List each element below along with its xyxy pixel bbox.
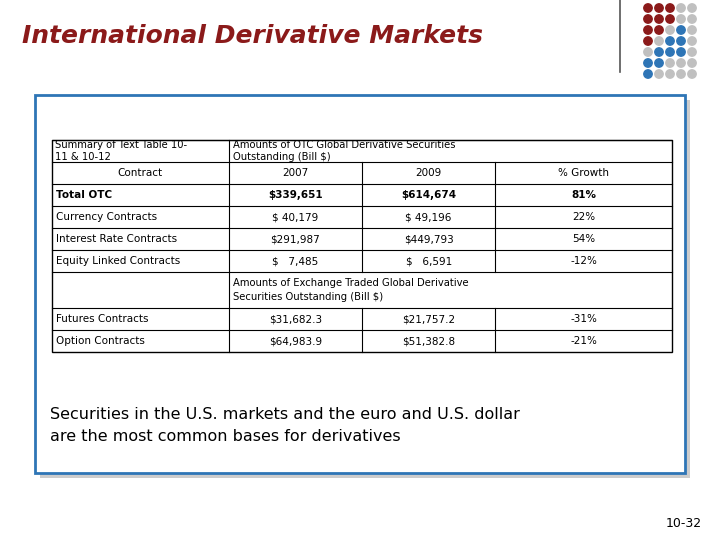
Circle shape (644, 70, 652, 78)
Circle shape (688, 26, 696, 34)
Circle shape (677, 37, 685, 45)
Circle shape (677, 70, 685, 78)
Circle shape (688, 59, 696, 67)
Text: Option Contracts: Option Contracts (56, 336, 145, 346)
Circle shape (654, 26, 663, 34)
Circle shape (666, 70, 674, 78)
Text: 22%: 22% (572, 212, 595, 222)
Text: $ 49,196: $ 49,196 (405, 212, 452, 222)
Text: Total OTC: Total OTC (56, 190, 112, 200)
Text: $291,987: $291,987 (271, 234, 320, 244)
Text: $449,793: $449,793 (404, 234, 454, 244)
Text: $51,382.8: $51,382.8 (402, 336, 455, 346)
Circle shape (666, 37, 674, 45)
Text: $339,651: $339,651 (268, 190, 323, 200)
Circle shape (654, 4, 663, 12)
Text: -31%: -31% (570, 314, 597, 324)
FancyBboxPatch shape (40, 100, 690, 478)
Text: % Growth: % Growth (558, 168, 609, 178)
Circle shape (688, 48, 696, 56)
Text: International Derivative Markets: International Derivative Markets (22, 24, 483, 48)
FancyBboxPatch shape (35, 95, 685, 473)
Text: $64,983.9: $64,983.9 (269, 336, 322, 346)
Circle shape (688, 15, 696, 23)
Circle shape (666, 26, 674, 34)
Text: $   6,591: $ 6,591 (405, 256, 451, 266)
Text: Amounts of Exchange Traded Global Derivative
Securities Outstanding (Bill $): Amounts of Exchange Traded Global Deriva… (233, 279, 468, 302)
Circle shape (666, 48, 674, 56)
Circle shape (654, 70, 663, 78)
Text: Equity Linked Contracts: Equity Linked Contracts (56, 256, 180, 266)
Circle shape (644, 15, 652, 23)
Bar (52, 140, 672, 352)
Circle shape (644, 4, 652, 12)
Text: 2009: 2009 (415, 168, 442, 178)
Circle shape (666, 4, 674, 12)
Circle shape (654, 15, 663, 23)
Circle shape (688, 37, 696, 45)
Circle shape (677, 15, 685, 23)
Text: Contract: Contract (118, 168, 163, 178)
Text: 10-32: 10-32 (666, 517, 702, 530)
Text: $21,757.2: $21,757.2 (402, 314, 455, 324)
Circle shape (677, 26, 685, 34)
Circle shape (644, 48, 652, 56)
Circle shape (644, 37, 652, 45)
Text: Currency Contracts: Currency Contracts (56, 212, 157, 222)
Text: 54%: 54% (572, 234, 595, 244)
Circle shape (677, 48, 685, 56)
Circle shape (654, 48, 663, 56)
Text: $   7,485: $ 7,485 (272, 256, 318, 266)
Text: Interest Rate Contracts: Interest Rate Contracts (56, 234, 177, 244)
Text: $31,682.3: $31,682.3 (269, 314, 322, 324)
Circle shape (654, 59, 663, 67)
Text: -21%: -21% (570, 336, 597, 346)
Circle shape (688, 4, 696, 12)
Circle shape (644, 59, 652, 67)
Text: Securities in the U.S. markets and the euro and U.S. dollar
are the most common : Securities in the U.S. markets and the e… (50, 407, 520, 444)
Circle shape (677, 4, 685, 12)
Text: -12%: -12% (570, 256, 597, 266)
Text: $ 40,179: $ 40,179 (272, 212, 318, 222)
Text: Summary of Text Table 10-
11 & 10-12: Summary of Text Table 10- 11 & 10-12 (55, 140, 187, 162)
Circle shape (666, 59, 674, 67)
Circle shape (644, 26, 652, 34)
Circle shape (666, 15, 674, 23)
Text: $614,674: $614,674 (401, 190, 456, 200)
Text: 81%: 81% (571, 190, 596, 200)
Text: 2007: 2007 (282, 168, 308, 178)
Circle shape (654, 37, 663, 45)
Text: Amounts of OTC Global Derivative Securities
Outstanding (Bill $): Amounts of OTC Global Derivative Securit… (233, 140, 455, 162)
Text: Futures Contracts: Futures Contracts (56, 314, 148, 324)
Circle shape (688, 70, 696, 78)
Circle shape (677, 59, 685, 67)
